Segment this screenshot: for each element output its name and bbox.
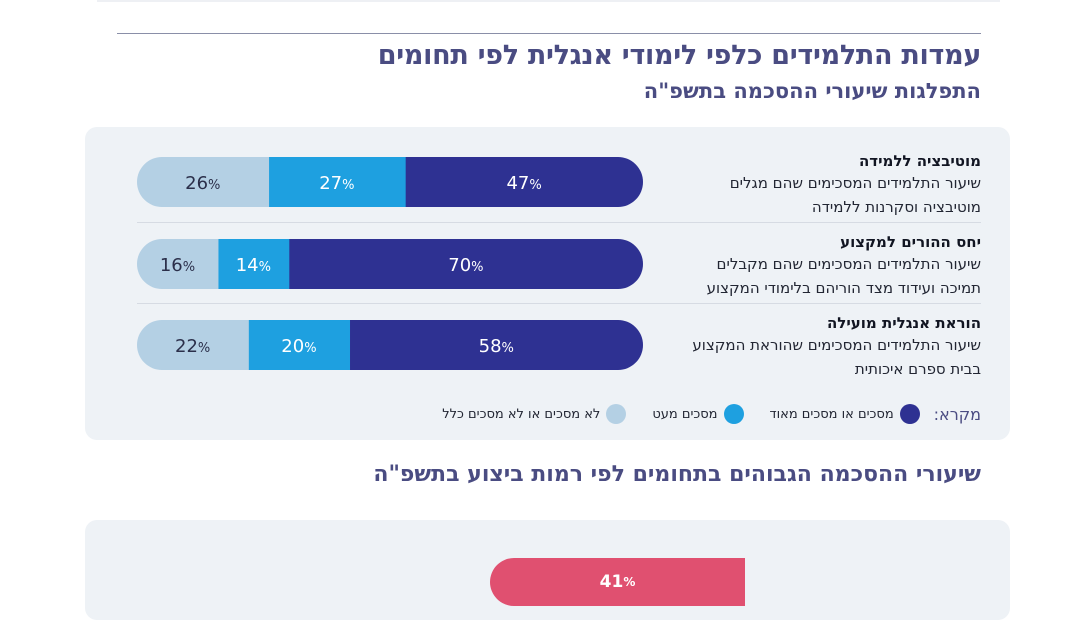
bar-segment bbox=[137, 320, 249, 370]
legend-item: לא מסכים או לא מסכים כלל bbox=[442, 404, 627, 424]
unit: % bbox=[623, 575, 636, 589]
value: 41 bbox=[599, 572, 624, 592]
bar-segment bbox=[137, 239, 219, 289]
page-subtitle: התפלגות שיעורי ההסכמה בתשפ"ה bbox=[643, 79, 981, 103]
row-title: מוטיבציה ללמידה bbox=[858, 152, 981, 170]
bar-segment bbox=[405, 157, 643, 207]
row-label-teaching: הוראת אנגלית מועילה שיעור התלמידים המסכי… bbox=[651, 313, 981, 381]
bar-value-label: 14% bbox=[236, 255, 271, 276]
bar-row: 70% 14% 16% bbox=[137, 239, 643, 289]
bar-segment bbox=[288, 239, 643, 289]
legend-label: מסכים מעט bbox=[652, 406, 718, 422]
bar-segment bbox=[137, 157, 270, 207]
legend-label: לא מסכים או לא מסכים כלל bbox=[442, 406, 601, 422]
row-desc-line: בבית ספרם איכותית bbox=[854, 360, 981, 378]
legend-item: מסכים מעט bbox=[652, 404, 744, 424]
bar-segment bbox=[248, 320, 351, 370]
row-desc-line: מוטיבציה וסקרנות ללמידה bbox=[811, 198, 981, 216]
row-label-motivation: מוטיבציה ללמידה שיעור התלמידים המסכימים … bbox=[651, 151, 981, 219]
row-desc-line: שיעור התלמידים המסכימים שהוראת המקצוע bbox=[692, 336, 981, 354]
page-title: עמדות התלמידים כלפי לימודי אנגלית לפי תח… bbox=[377, 40, 982, 71]
row-separator bbox=[137, 303, 981, 304]
row-title: יחס ההורים למקצוע bbox=[840, 233, 981, 251]
legend-dot-icon bbox=[723, 404, 744, 424]
row-desc-line: תמיכה ועידוד מצד הוריהם בלימודי המקצוע bbox=[706, 279, 981, 297]
legend: מקרא: מסכים או מסכים מאוד מסכים מעט לא מ… bbox=[416, 404, 981, 424]
bar-value-label: 27% bbox=[319, 173, 354, 194]
bar-value-label: 16% bbox=[160, 255, 195, 276]
bar-value-label: 41% bbox=[490, 558, 745, 606]
title-rule bbox=[117, 33, 981, 34]
row-title: הוראת אנגלית מועילה bbox=[826, 314, 981, 332]
row-separator bbox=[137, 222, 981, 223]
bar-value-label: 58% bbox=[479, 336, 514, 357]
bar-value-label: 26% bbox=[185, 173, 220, 194]
bar-segment bbox=[349, 320, 643, 370]
row-desc-line: שיעור התלמידים המסכימים שהם מגלים bbox=[729, 174, 981, 192]
bar-value-label: 22% bbox=[175, 336, 210, 357]
legend-dot-icon bbox=[899, 404, 920, 424]
legend-item: מסכים או מסכים מאוד bbox=[770, 404, 920, 424]
top-strip bbox=[97, 0, 1000, 2]
bar-row: 47% 27% 26% bbox=[137, 157, 643, 207]
bar-segment-high bbox=[490, 558, 745, 606]
bar-value-label: 20% bbox=[281, 336, 316, 357]
bar-value-label: 47% bbox=[506, 173, 541, 194]
bar-segment bbox=[217, 239, 290, 289]
section-title: שיעורי ההסכמה הגבוהים בתחומים לפי רמות ב… bbox=[373, 462, 981, 487]
legend-dot-icon bbox=[606, 404, 627, 424]
bar-segment bbox=[268, 157, 406, 207]
bar-value-label: 70% bbox=[448, 255, 483, 276]
stacked-bar-chart: 47% 27% 26% 70% 14% 16% 58% 20% 22% bbox=[137, 157, 643, 370]
row-label-parents: יחס ההורים למקצוע שיעור התלמידים המסכימי… bbox=[651, 232, 981, 300]
bar-row: 58% 20% 22% bbox=[137, 320, 643, 370]
legend-lead: מקרא: bbox=[933, 404, 981, 424]
row-desc-line: שיעור התלמידים המסכימים שהם מקבלים bbox=[716, 255, 981, 273]
legend-label: מסכים או מסכים מאוד bbox=[769, 406, 894, 422]
